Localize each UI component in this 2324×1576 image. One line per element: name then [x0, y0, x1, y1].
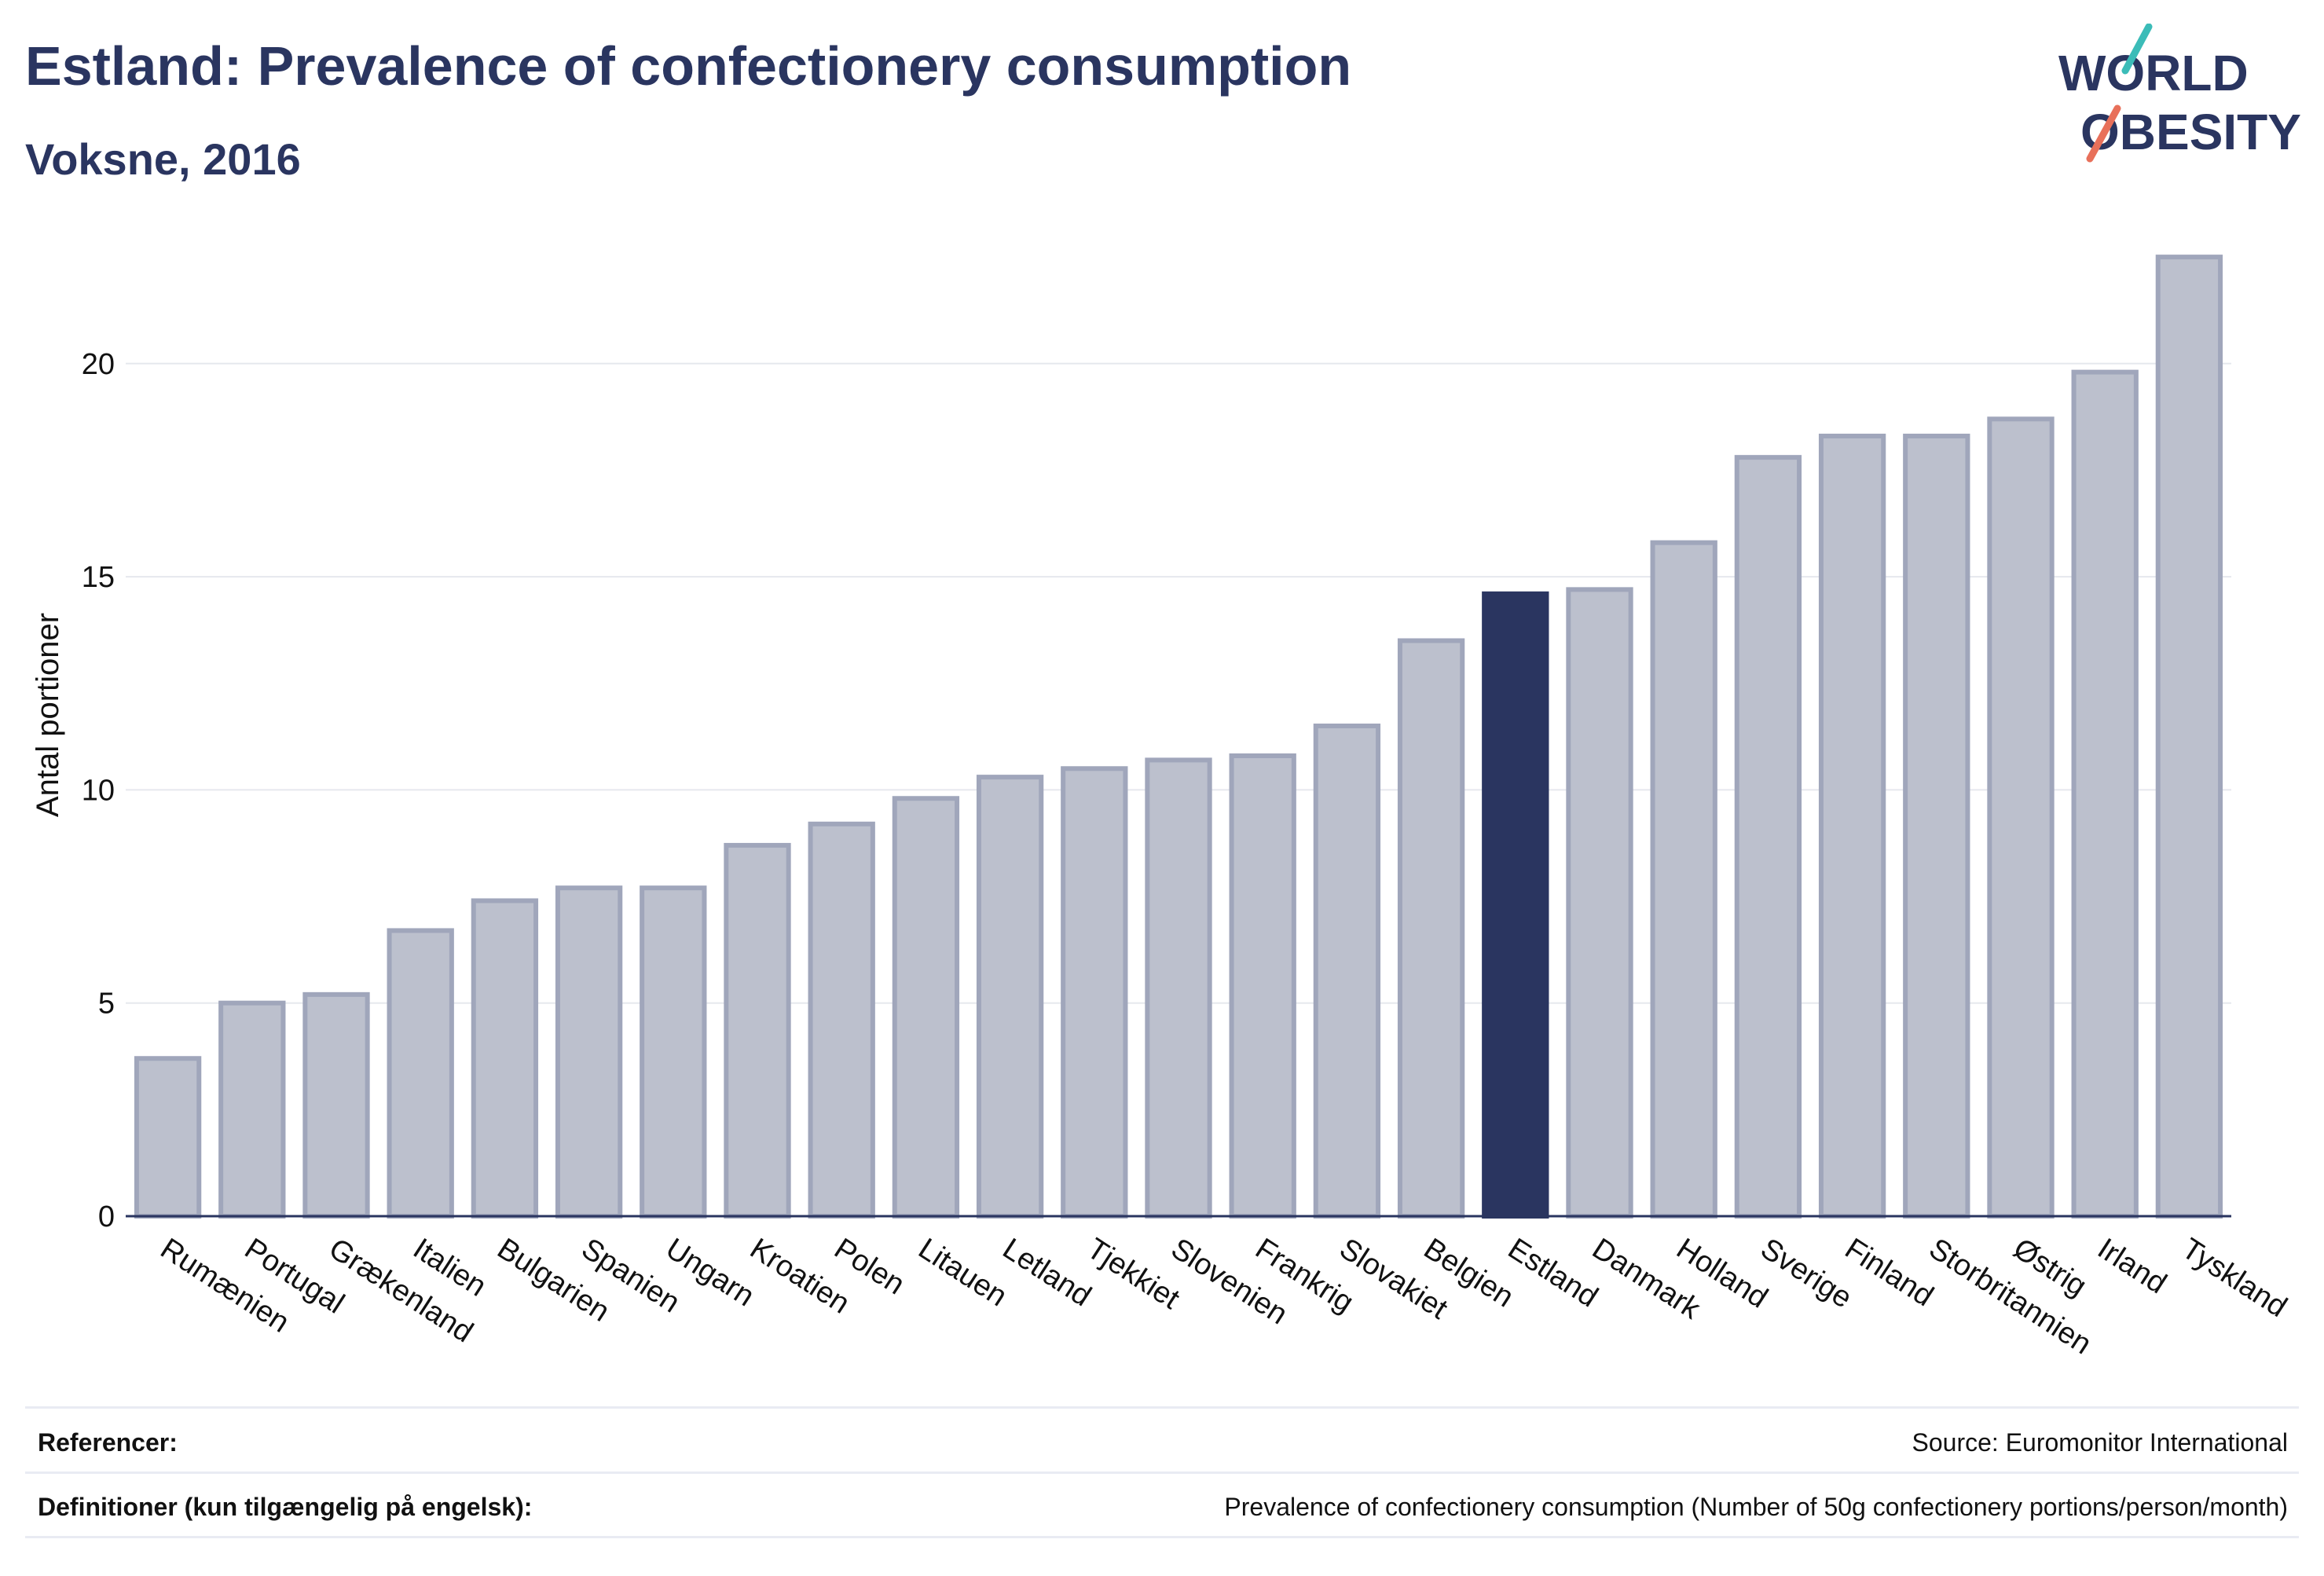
references-value: Source: Euromonitor International — [1912, 1428, 2288, 1457]
definitions-value: Prevalence of confectionery consumption … — [1224, 1493, 2288, 1521]
y-tick-label: 15 — [82, 561, 115, 594]
bar-tyskland — [2155, 255, 2223, 1219]
y-tick-label: 10 — [82, 774, 115, 807]
bar-kroatien — [724, 842, 791, 1219]
bar-tjekkiet — [1061, 766, 1128, 1219]
bar-frankrig — [1229, 753, 1296, 1219]
x-tick-label: Estland — [1502, 1232, 1604, 1314]
definitions-label: Definitioner (kun tilgængelig på engelsk… — [38, 1493, 533, 1521]
bar-polen — [808, 821, 875, 1219]
bar-finland — [1818, 434, 1886, 1219]
references-label: Referencer: — [38, 1428, 178, 1457]
x-tick-label: Tjekkiet — [1081, 1232, 1186, 1316]
y-axis-label: Antal portioner — [31, 613, 65, 817]
bar-bulgarien — [471, 898, 539, 1219]
bars — [134, 255, 2223, 1219]
bar-spanien — [555, 885, 623, 1219]
footer-divider-bottom — [25, 1536, 2299, 1538]
footer-divider-middle — [25, 1472, 2299, 1474]
bar-grækenland — [302, 991, 370, 1219]
bar-rumænien — [134, 1056, 202, 1219]
bar-chart: 0 5 10 15 20 RumænienPortugalGrækenlandItali… — [31, 255, 2293, 1361]
x-tick-label: Letland — [997, 1232, 1097, 1313]
logo-slash-teal — [2121, 24, 2153, 75]
footer-divider-top — [25, 1406, 2299, 1409]
bar-østrig — [1987, 416, 2055, 1219]
bar-holland — [1650, 540, 1717, 1219]
x-tick-label: Finland — [1839, 1232, 1939, 1313]
bar-slovenien — [1145, 757, 1212, 1219]
logo-slash-red — [2086, 104, 2121, 163]
y-tick-label: 20 — [82, 348, 115, 381]
y-tick-label: 0 — [98, 1200, 115, 1233]
bar-ungarn — [640, 885, 707, 1219]
world-obesity-logo: WORLD OBESITY — [2058, 24, 2301, 163]
bar-sverige — [1734, 455, 1802, 1219]
bar-belgien — [1397, 638, 1465, 1219]
bar-irland — [2071, 369, 2139, 1219]
y-tick-label: 5 — [98, 988, 115, 1021]
bar-litauen — [892, 796, 960, 1219]
bar-letland — [976, 775, 1044, 1219]
x-tick-label: Irland — [2091, 1232, 2172, 1300]
y-tick-labels: 0 5 10 15 20 — [82, 348, 115, 1233]
logo-text-world: WORLD — [2058, 45, 2249, 101]
x-tick-label: Sverige — [1754, 1232, 1857, 1314]
bar-slovakiet — [1313, 724, 1381, 1219]
bar-storbritannien — [1903, 434, 1970, 1219]
bar-italien — [387, 928, 454, 1219]
bar-danmark — [1566, 587, 1633, 1219]
chart-title: Estland: Prevalence of confectionery con… — [25, 35, 1352, 97]
bar-estland — [1482, 591, 1549, 1219]
chart-subtitle: Voksne, 2016 — [25, 134, 301, 184]
x-tick-label: Tyskland — [2176, 1232, 2293, 1324]
x-tick-label: Litauen — [912, 1232, 1012, 1313]
bar-portugal — [218, 1000, 286, 1219]
